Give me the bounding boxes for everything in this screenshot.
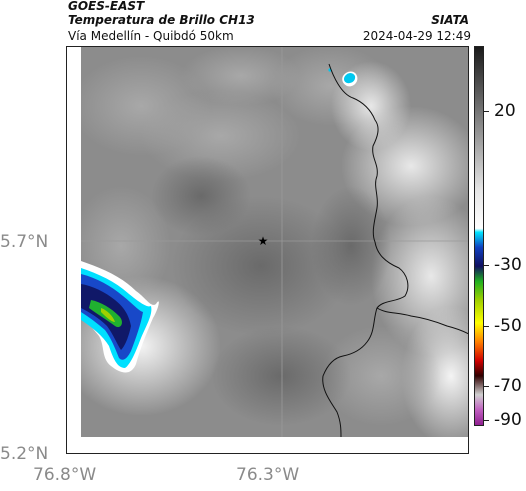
cloud-texture	[81, 46, 469, 437]
colorbar-tick-20: 20	[494, 101, 516, 121]
lon-label-76-3: 76.3°W	[236, 465, 300, 485]
lon-label-76-8: 76.8°W	[33, 465, 97, 485]
colorbar-tickmark	[484, 326, 489, 327]
brightness-temperature-map: ★	[81, 46, 469, 437]
colorbar-tick-minus50: -50	[494, 316, 522, 336]
lat-label-5-2: 5.2°N	[0, 444, 49, 464]
convective-cell-west	[81, 261, 159, 373]
product-title: Temperatura de Brillo CH13	[68, 13, 255, 27]
satellite-title: GOES-EAST	[68, 0, 145, 13]
colorbar-tickmark	[484, 111, 489, 112]
colorbar-tickmark	[484, 265, 489, 266]
datetime-label: 2024-04-29 12:49	[362, 29, 471, 43]
route-marker-star: ★	[258, 234, 269, 248]
colorbar-tick-minus90: -90	[494, 410, 522, 430]
route-subtitle: Vía Medellín - Quibdó 50km	[68, 29, 234, 43]
source-label: SIATA	[431, 13, 469, 27]
lat-label-5-7: 5.7°N	[0, 232, 49, 252]
colorbar-tickmark	[484, 420, 489, 421]
colorbar-tickmark	[484, 386, 489, 387]
colorbar-tick-minus30: -30	[494, 255, 522, 275]
department-border-east	[376, 307, 469, 335]
department-border	[322, 63, 409, 437]
colorbar-tick-minus70: -70	[494, 376, 522, 396]
temperature-colorbar	[474, 46, 484, 426]
convective-cell-north	[328, 68, 358, 87]
